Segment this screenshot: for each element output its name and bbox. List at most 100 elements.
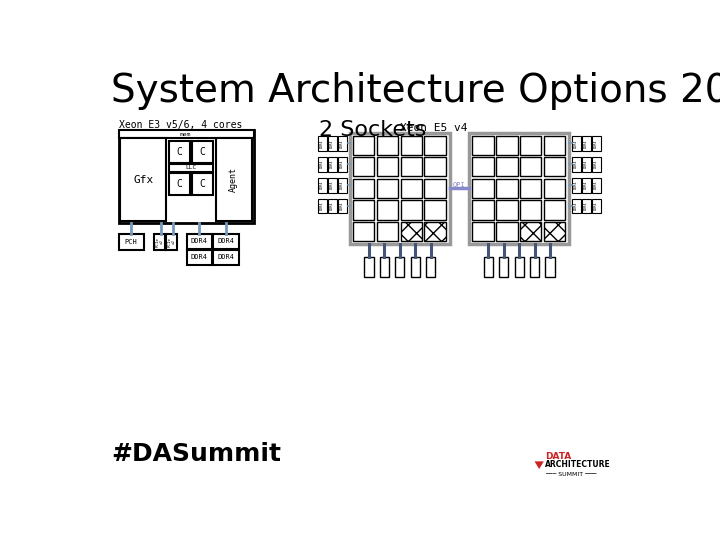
Bar <box>120 138 166 221</box>
Bar <box>499 256 508 276</box>
Text: DDR4: DDR4 <box>594 181 598 189</box>
Bar <box>572 199 581 213</box>
Bar <box>425 179 446 198</box>
Bar <box>168 141 190 163</box>
Text: DDR4: DDR4 <box>594 201 598 210</box>
Text: Agent: Agent <box>229 167 238 192</box>
Bar <box>400 157 422 177</box>
Bar <box>166 234 177 249</box>
Bar <box>213 251 239 265</box>
Text: 2 Sockets: 2 Sockets <box>319 120 426 140</box>
Bar <box>353 136 374 155</box>
Bar <box>520 200 541 220</box>
Bar <box>318 199 327 213</box>
Bar <box>582 157 590 172</box>
Text: DDR4: DDR4 <box>320 201 324 210</box>
Bar <box>400 200 422 220</box>
Bar <box>496 222 518 241</box>
Bar <box>582 199 590 213</box>
Bar <box>395 256 405 276</box>
Bar <box>515 256 523 276</box>
Bar <box>400 136 422 155</box>
Text: DDR4: DDR4 <box>584 160 588 168</box>
Bar <box>472 157 494 177</box>
Text: DDR4: DDR4 <box>330 139 334 147</box>
Bar <box>338 137 346 151</box>
Bar <box>338 178 346 193</box>
Text: DDR4: DDR4 <box>330 201 334 210</box>
Bar <box>328 137 337 151</box>
Bar <box>318 157 327 172</box>
Text: Gfx: Gfx <box>133 174 153 185</box>
Bar <box>496 179 518 198</box>
Bar <box>425 200 446 220</box>
Text: System Architecture Options 2016: System Architecture Options 2016 <box>111 72 720 111</box>
Bar <box>572 137 581 151</box>
Text: DDR4: DDR4 <box>594 139 598 147</box>
Bar <box>426 256 435 276</box>
Bar <box>530 256 539 276</box>
Bar <box>544 200 565 220</box>
Text: DDR4: DDR4 <box>340 181 344 189</box>
Text: DDR4: DDR4 <box>320 181 324 189</box>
Bar <box>582 137 590 151</box>
Bar <box>544 179 565 198</box>
Bar <box>425 222 446 241</box>
Polygon shape <box>534 461 544 469</box>
Bar <box>328 178 337 193</box>
Text: DDR4: DDR4 <box>594 160 598 168</box>
Bar <box>400 179 422 198</box>
Bar <box>192 173 213 195</box>
Bar <box>328 157 337 172</box>
Bar <box>168 173 190 195</box>
Bar <box>377 200 398 220</box>
Bar <box>472 200 494 220</box>
Text: DDR4: DDR4 <box>584 201 588 210</box>
Bar <box>425 157 446 177</box>
Bar <box>469 132 570 244</box>
Bar <box>353 222 374 241</box>
Bar <box>593 137 600 151</box>
Bar <box>353 157 374 177</box>
Text: C: C <box>176 179 182 189</box>
Text: DATA: DATA <box>545 453 572 461</box>
Bar <box>377 222 398 241</box>
Text: DDR4: DDR4 <box>574 181 578 189</box>
Bar <box>186 234 212 249</box>
Bar <box>216 138 252 221</box>
Text: DDR4: DDR4 <box>190 254 207 260</box>
Text: DDR4: DDR4 <box>574 160 578 168</box>
Bar <box>338 157 346 172</box>
Bar <box>593 178 600 193</box>
Bar <box>496 136 518 155</box>
Text: DDR4: DDR4 <box>584 181 588 189</box>
Bar <box>582 178 590 193</box>
Bar <box>186 251 212 265</box>
Text: DDR4: DDR4 <box>340 201 344 210</box>
Bar <box>472 136 494 155</box>
Bar <box>192 141 213 163</box>
Text: PCIe
x2: PCIe x2 <box>156 237 164 247</box>
Bar <box>545 256 554 276</box>
Bar <box>484 256 493 276</box>
Bar <box>119 130 253 138</box>
Bar <box>520 136 541 155</box>
Text: mem: mem <box>180 132 192 137</box>
Bar <box>119 234 144 249</box>
Bar <box>213 234 239 249</box>
Bar <box>318 137 327 151</box>
Text: DDR4: DDR4 <box>190 238 207 244</box>
Text: Xeon E5 v4: Xeon E5 v4 <box>400 123 467 132</box>
Text: Xeon E3 v5/6, 4 cores: Xeon E3 v5/6, 4 cores <box>119 120 242 130</box>
Bar <box>496 157 518 177</box>
Bar <box>572 178 581 193</box>
Bar <box>350 132 450 244</box>
Bar <box>168 164 213 172</box>
Text: #DASummit: #DASummit <box>111 442 281 466</box>
Text: LLC: LLC <box>186 165 197 171</box>
Text: PCIe
x2: PCIe x2 <box>168 237 176 247</box>
Bar <box>154 234 165 249</box>
Bar <box>593 199 600 213</box>
Text: C: C <box>176 147 182 157</box>
Text: DDR4: DDR4 <box>320 139 324 147</box>
